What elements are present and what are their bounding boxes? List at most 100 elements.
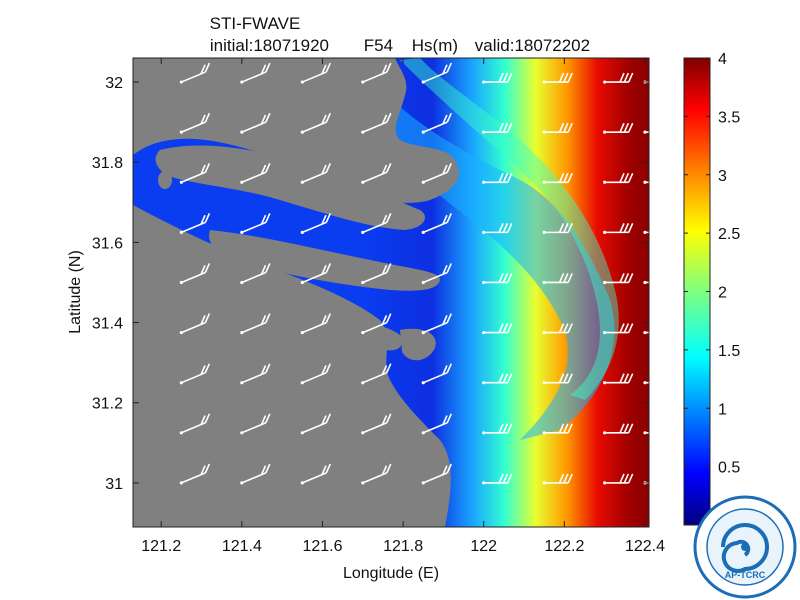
wind-barb: [179, 213, 211, 234]
colorbar-tick-label: 1.5: [718, 343, 740, 360]
wind-barb: [361, 363, 392, 385]
x-tick-label: 121.6: [302, 538, 342, 555]
wind-barb: [421, 463, 452, 485]
wind-barb: [361, 62, 392, 84]
wind-barb: [603, 423, 634, 435]
chart-subtitle: initial:18071920 F54 Hs(m) valid:1807220…: [0, 36, 800, 56]
wind-barb: [542, 72, 573, 84]
colorbar-tick-label: 0.5: [718, 460, 740, 477]
wind-barb: [240, 363, 271, 385]
logo-name: AP-TCRC: [725, 570, 766, 580]
plot-frame: [132, 57, 650, 528]
wind-barb: [421, 112, 452, 134]
wind-barb: [603, 72, 634, 84]
wind-barb: [542, 273, 573, 285]
wind-barb: [300, 263, 332, 285]
wind-barb: [300, 213, 332, 234]
wind-barb: [421, 363, 452, 385]
wind-barb: [179, 112, 211, 134]
x-axis-label: Longitude (E): [343, 565, 439, 582]
subtitle-variable: Hs(m): [411, 36, 459, 55]
shoal-band-2: [400, 58, 619, 400]
wind-barb: [482, 373, 513, 385]
wind-barb: [482, 172, 513, 184]
wind-barb: [361, 463, 392, 485]
wind-barbs: [179, 62, 649, 485]
wind-barb: [603, 373, 634, 385]
wind-barb: [542, 223, 573, 234]
wind-barb: [179, 363, 211, 385]
wind-barb: [240, 112, 271, 134]
wind-barb: [179, 263, 211, 285]
wind-barb: [240, 463, 271, 485]
y-axis-label: Latitude (N): [67, 250, 84, 334]
colorbar-tick-label: 4: [718, 51, 727, 68]
chart-title: STI-FWAVE: [209, 14, 301, 33]
wind-barb: [542, 122, 573, 134]
wind-barb: [240, 62, 271, 84]
y-tick-label: 31.4: [92, 316, 123, 333]
wind-barb: [421, 313, 452, 335]
x-tick-label: 121.2: [141, 538, 181, 555]
y-tick-label: 31.6: [92, 235, 123, 252]
wind-barb: [300, 363, 332, 385]
wind-barb: [240, 213, 271, 234]
y-tick-label: 31: [105, 476, 123, 493]
land-north: [133, 58, 459, 205]
wind-barb: [300, 463, 332, 485]
wind-barb: [603, 122, 634, 134]
wind-barb: [361, 213, 392, 234]
wind-barb: [421, 162, 452, 184]
y-tick-label: 32: [105, 75, 123, 92]
wind-barb: [240, 413, 271, 435]
wind-barb: [179, 463, 211, 485]
ap-tcrc-logo: AP-TCRC: [693, 495, 797, 599]
wind-barb: [361, 112, 392, 134]
wind-barb: [179, 162, 211, 184]
wind-barb: [603, 172, 634, 184]
wind-barb: [361, 263, 392, 285]
wind-barb: [421, 413, 452, 435]
map-field: [133, 58, 649, 527]
land-south: [133, 205, 451, 527]
wind-barb: [300, 62, 332, 84]
x-tick-label: 122.2: [544, 538, 584, 555]
wind-barb: [240, 263, 271, 285]
land-chongming: [155, 145, 425, 230]
wind-barb: [421, 263, 452, 285]
colorbar-tick-label: 2.5: [718, 226, 740, 243]
wind-barb: [603, 323, 634, 335]
wind-barb: [482, 473, 513, 485]
wind-barb: [300, 112, 332, 134]
subtitle-initial: initial:18071920: [209, 36, 329, 55]
x-tick-label: 121.4: [222, 538, 262, 555]
wind-barb: [179, 413, 211, 435]
wind-barb: [482, 323, 513, 335]
wind-barb: [482, 72, 513, 84]
wind-barb: [482, 223, 513, 234]
wind-barb: [482, 122, 513, 134]
wind-barb: [482, 273, 513, 285]
colorbar-tick-label: 1: [718, 401, 727, 418]
wind-barb: [542, 172, 573, 184]
wind-barb: [179, 62, 211, 84]
y-tick-label: 31.8: [92, 155, 123, 172]
x-axis: 121.2 121.4 121.6 121.8 122 122.2 122.4: [141, 58, 665, 555]
wind-barb: [300, 313, 332, 335]
wind-barb: [603, 273, 634, 285]
y-tick-label: 31.2: [92, 396, 123, 413]
x-tick-label: 122.4: [625, 538, 665, 555]
wind-barb: [482, 423, 513, 435]
wind-barb: [603, 473, 634, 485]
subtitle-forecast: F54: [363, 36, 394, 55]
wind-barb: [300, 413, 332, 435]
colorbar-axis: 0.5 1 1.5 2 2.5 3 3.5 4: [684, 51, 740, 477]
wind-barb: [300, 162, 332, 184]
wind-barb: [361, 313, 392, 335]
wind-barb: [361, 162, 392, 184]
land-islet-3: [158, 171, 172, 189]
wind-barb: [240, 162, 271, 184]
colorbar-tick-label: 3: [718, 168, 727, 185]
wind-barb: [542, 323, 573, 335]
